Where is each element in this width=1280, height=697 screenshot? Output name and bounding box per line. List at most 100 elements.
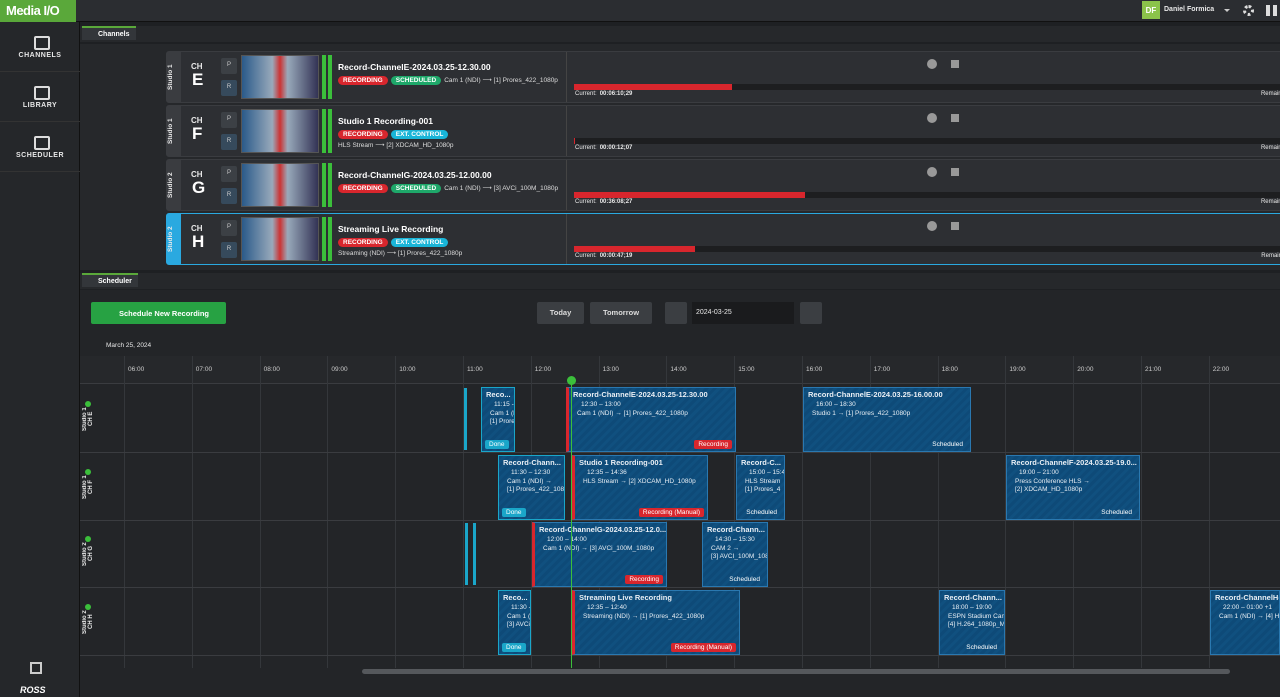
nav-scheduler[interactable]: SCHEDULER [0,122,80,172]
event-block[interactable]: Record-ChannelH-3...22:00 – 01:00 +1Cam … [1210,590,1280,655]
remaining-time: Remaining:-00:23:49;00 [1261,91,1280,97]
event-sliver[interactable] [473,523,476,585]
event-status: Recording [694,440,732,449]
event-block[interactable]: Record-ChannelE-2024.03.25-16.00.0016:00… [803,387,971,452]
scheduler-tab[interactable]: Scheduler [82,273,138,287]
ross-logo: ROSS [20,685,46,695]
channel-row[interactable]: Studio 1CHEPRRecord-ChannelE-2024.03.25-… [166,51,1280,103]
channel-row[interactable]: Studio 1CHFPRStudio 1 Recording-001RECOR… [166,105,1280,157]
prev-day-button[interactable] [665,302,687,324]
row-status-dot [85,536,91,542]
record-button[interactable]: R [221,134,237,150]
event-sliver[interactable] [464,388,467,450]
event-route: CAM 2 → [707,545,763,552]
event-sliver[interactable] [465,523,468,585]
record-button[interactable]: R [221,80,237,96]
stop-icon[interactable] [951,222,959,230]
stop-icon[interactable] [951,114,959,122]
current-time: Current:00:06:10;29 [575,91,632,97]
apps-icon[interactable] [1266,5,1277,16]
today-button[interactable]: Today [537,302,584,324]
audio-meter [322,163,332,207]
event-status: Done [502,508,526,517]
event-status: Scheduled [962,643,1001,652]
user-avatar[interactable]: DF [1142,1,1160,19]
divider [566,160,567,210]
collapse-icon[interactable] [30,662,42,674]
stop-icon[interactable] [951,60,959,68]
record-button[interactable]: R [221,242,237,258]
record-icon[interactable] [927,221,937,231]
row-channel: CH F [88,454,94,520]
event-block[interactable]: Studio 1 Recording-00112:35 – 14:36HLS S… [572,455,708,520]
user-name[interactable]: Daniel Formica [1164,6,1214,13]
day-label: March 25, 2024 [106,342,151,349]
current-value: 00:36:08;27 [600,199,633,205]
schedule-new-button[interactable]: Schedule New Recording [91,302,226,324]
thumbnail [241,163,319,207]
next-day-button[interactable] [800,302,822,324]
progress-track [574,84,1280,90]
event-status: Scheduled [742,508,781,517]
status-badge: RECORDING [338,184,388,193]
stop-icon[interactable] [951,168,959,176]
record-icon[interactable] [927,59,937,69]
status-badge: SCHEDULED [391,184,441,193]
hour-grid-line [1141,356,1142,668]
event-time: 22:00 – 01:00 +1 [1215,604,1275,611]
event-status: Done [502,643,526,652]
scrollbar[interactable] [362,669,1230,674]
preview-button[interactable]: P [221,166,237,182]
status-badge: EXT. CONTROL [391,238,449,247]
preview-button[interactable]: P [221,58,237,74]
tomorrow-button[interactable]: Tomorrow [590,302,652,324]
event-block[interactable]: Record-Chann...11:30 – 12:30Cam 1 (NDI) … [498,455,565,520]
channel-row[interactable]: Studio 2CHGPRRecord-ChannelG-2024.03.25-… [166,159,1280,211]
event-block[interactable]: Record-Chann...14:30 – 15:30CAM 2 →[3] A… [702,522,768,587]
event-route: ESPN Stadium Came [944,613,1000,620]
record-icon[interactable] [927,167,937,177]
hour-label: 14:00 [670,366,686,373]
preview-button[interactable]: P [221,112,237,128]
event-block[interactable]: Record-ChannelF-2024.03.25-19.0...19:00 … [1006,455,1140,520]
event-block[interactable]: Reco...11:30 -Cam 1 (N[3] AVCi_Done [498,590,531,655]
record-button[interactable]: R [221,188,237,204]
event-block[interactable]: Record-C...15:00 – 15:4HLS Stream[1] Pro… [736,455,785,520]
remaining-time: Remaining:-01:23:51;01 [1261,199,1280,205]
event-block[interactable]: Reco...11:15 -Cam 1 (N[1] ProresDone [481,387,515,452]
channels-tab[interactable]: Channels [82,26,136,40]
event-block[interactable]: Record-Chann...18:00 – 19:00ESPN Stadium… [939,590,1005,655]
date-select[interactable]: 2024-03-25 [692,302,794,324]
event-block[interactable]: Streaming Live Recording12:35 – 12:40Str… [572,590,740,655]
event-time: 11:30 – 12:30 [503,469,560,476]
hour-label: 08:00 [264,366,280,373]
event-block[interactable]: Record-ChannelG-2024.03.25-12.0...12:00 … [532,522,667,587]
preview-button[interactable]: P [221,220,237,236]
status-badge: RECORDING [338,76,388,85]
user-menu-caret[interactable] [1224,9,1230,15]
route: Streaming (NDI) ⟶ [1] Prores_422_1080p [338,249,462,257]
studio-label: Studio 1 [167,52,181,102]
nav-library[interactable]: LIBRARY [0,72,80,122]
remaining-label: Remaining: [1261,91,1280,97]
nav-channels[interactable]: CHANNELS [0,22,80,72]
channel-title: Studio 1 Recording-001 [338,116,433,126]
record-icon[interactable] [927,113,937,123]
event-title: Record-ChannelH-3... [1215,593,1275,602]
current-time: Current:00:00:47;19 [575,253,632,259]
badge-group: RECORDINGSCHEDULEDCam 1 (NDI) ⟶ [3] AVCi… [338,184,558,193]
row-separator [80,655,1280,656]
status-badge: RECORDING [338,130,388,139]
scheduler-tabbar: Scheduler [80,273,1280,289]
event-route: Studio 1 → [1] Prores_422_1080p [808,410,966,417]
channel-row[interactable]: Studio 2CHHPRStreaming Live RecordingREC… [166,213,1280,265]
row-status-dot [85,401,91,407]
row-label: Studio 2CH G [82,521,102,587]
hour-label: 06:00 [128,366,144,373]
divider [566,52,567,102]
settings-icon[interactable] [1243,5,1254,16]
current-label: Current: [575,253,597,259]
hour-label: 18:00 [942,366,958,373]
hour-label: 19:00 [1009,366,1025,373]
event-block[interactable]: Record-ChannelE-2024.03.25-12.30.0012:30… [566,387,736,452]
